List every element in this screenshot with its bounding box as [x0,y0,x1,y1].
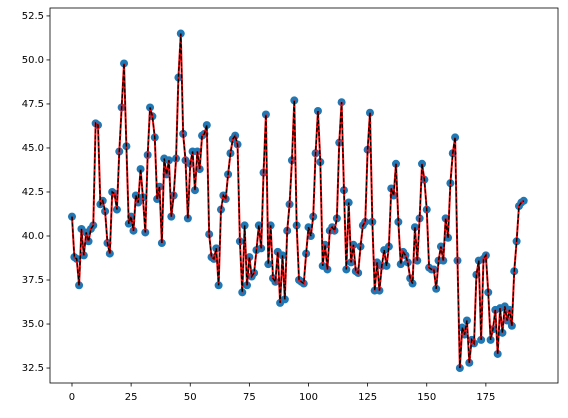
dashed-line [71,33,525,369]
y-tick-label: 50.0 [22,55,44,66]
plot-frame [49,7,559,384]
x-tick-label: 50 [184,392,197,403]
x-tick-label: 0 [69,392,75,403]
x-tick-label: 25 [125,392,138,403]
x-tick-label: 75 [243,392,256,403]
y-tick-label: 45.0 [22,143,44,154]
x-tick-label: 150 [417,392,436,403]
y-tick-label: 32.5 [22,363,44,374]
y-tick-label: 40.0 [22,231,44,242]
x-tick-label: 175 [476,392,495,403]
x-tick-label: 100 [299,392,318,403]
x-tick-label: 125 [358,392,377,403]
y-tick-label: 52.5 [22,11,44,22]
y-tick-label: 42.5 [22,187,44,198]
y-tick-label: 37.5 [22,275,44,286]
y-tick-label: 35.0 [22,319,44,330]
y-tick-label: 47.5 [22,99,44,110]
